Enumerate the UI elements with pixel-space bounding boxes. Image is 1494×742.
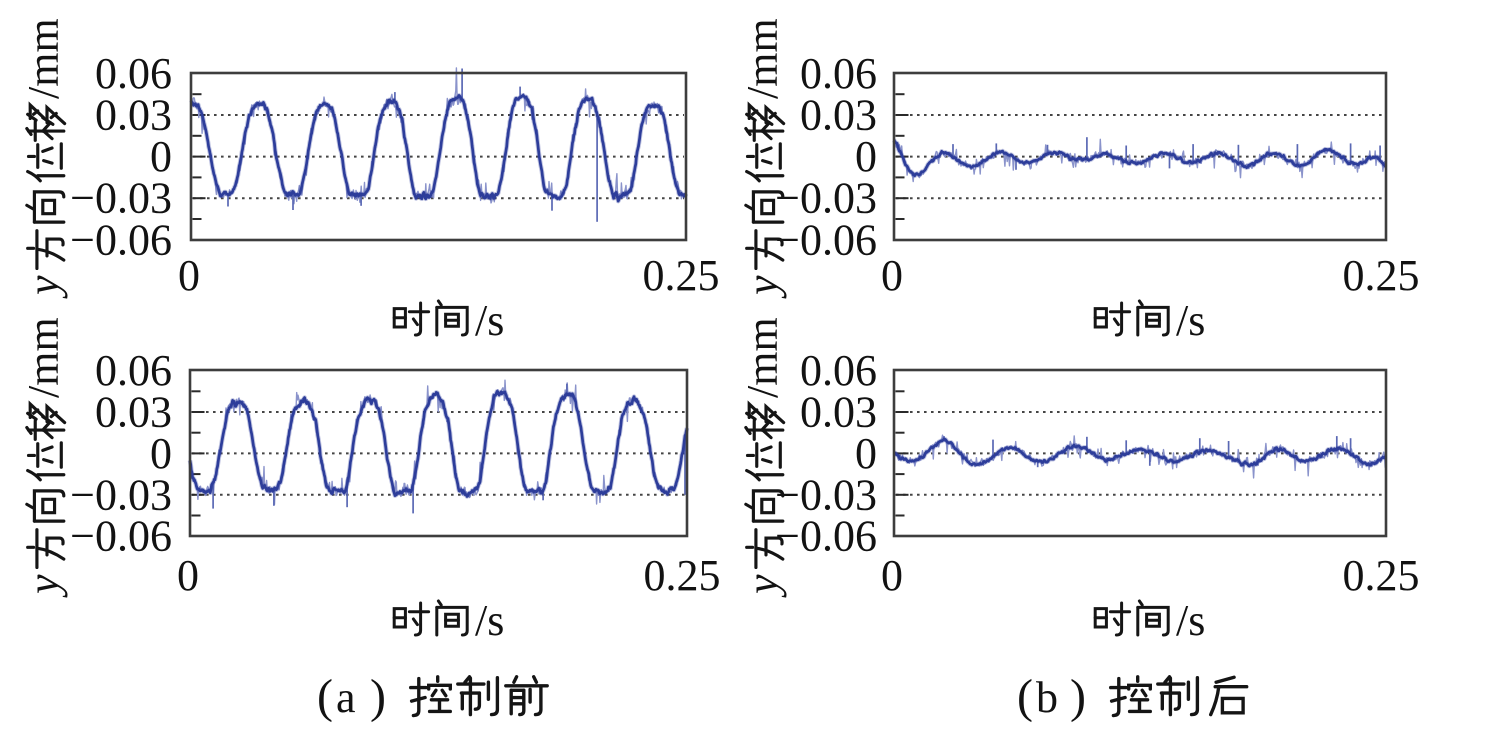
svg-text:/s: /s [1176,296,1205,345]
svg-text:0: 0 [881,251,903,300]
svg-text:/s: /s [475,296,504,345]
svg-text:(: ( [317,670,333,723]
svg-text:−0.03: −0.03 [70,174,172,223]
svg-text:−0.03: −0.03 [70,470,172,519]
svg-text:0.06: 0.06 [95,346,172,395]
svg-text:0: 0 [178,251,200,300]
svg-text:y: y [19,275,68,299]
svg-text:0.25: 0.25 [643,251,720,300]
svg-text:0: 0 [177,551,199,600]
svg-text:0.06: 0.06 [800,49,877,98]
svg-text:): ) [1070,670,1086,723]
svg-text:/s: /s [475,596,504,645]
svg-text:/mm: /mm [738,18,787,99]
svg-text:0.06: 0.06 [95,49,172,98]
svg-text:−0.03: −0.03 [775,174,877,223]
svg-text:−0.06: −0.06 [775,215,877,264]
svg-text:0.03: 0.03 [800,90,877,139]
svg-text:0.03: 0.03 [95,388,172,437]
svg-text:0: 0 [150,429,172,478]
svg-text:(: ( [1017,670,1033,723]
svg-text:a: a [336,673,356,722]
svg-text:0.25: 0.25 [1343,251,1420,300]
svg-text:−0.03: −0.03 [775,470,877,519]
svg-text:/mm: /mm [738,317,787,398]
svg-text:): ) [370,670,386,723]
svg-text:/s: /s [1176,596,1205,645]
svg-text:0: 0 [855,132,877,181]
svg-text:0: 0 [855,429,877,478]
svg-text:−0.06: −0.06 [775,512,877,561]
svg-text:b: b [1036,673,1058,722]
svg-text:0.03: 0.03 [95,90,172,139]
svg-text:0.03: 0.03 [800,388,877,437]
svg-text:0: 0 [881,551,903,600]
svg-text:/mm: /mm [19,317,68,398]
svg-text:−0.06: −0.06 [70,215,172,264]
svg-text:y: y [738,574,787,598]
svg-text:y: y [19,574,68,598]
svg-text:0.25: 0.25 [1343,551,1420,600]
svg-text:0.25: 0.25 [644,551,721,600]
svg-text:0: 0 [150,132,172,181]
svg-text:y: y [738,275,787,299]
svg-text:−0.06: −0.06 [70,512,172,561]
svg-text:/mm: /mm [19,18,68,99]
svg-text:0.06: 0.06 [800,346,877,395]
